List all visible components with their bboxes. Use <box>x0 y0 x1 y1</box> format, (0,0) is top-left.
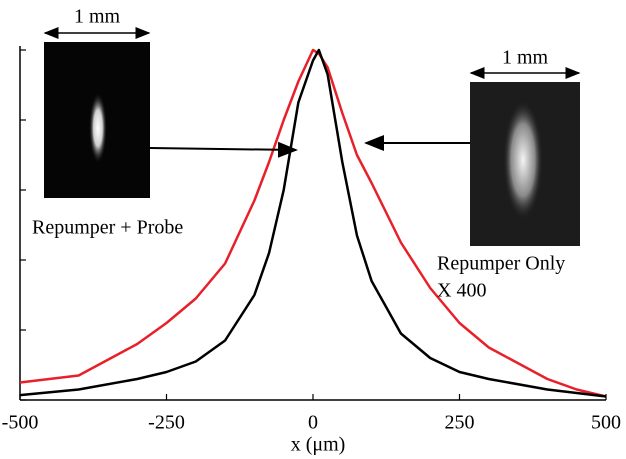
inset-cloud <box>503 100 543 220</box>
scale-label: 1 mm <box>74 6 121 28</box>
plot-area: -500 -250 0 250 500 <box>2 46 621 434</box>
scale-label: 1 mm <box>502 47 549 69</box>
x-tick-label: 0 <box>308 412 318 434</box>
inset-cloud <box>89 92 107 164</box>
annotation: Repumper + Probe <box>32 217 183 239</box>
x-tick-label: -250 <box>148 412 185 434</box>
annotation: Repumper Only <box>437 253 565 275</box>
x-axis-label: x (μm) <box>291 434 346 456</box>
series-line <box>19 48 607 398</box>
x-tick-label: 500 <box>591 412 621 434</box>
x-tick-label: 250 <box>445 412 475 434</box>
x-tick-label: -500 <box>2 412 39 434</box>
annotation: X 400 <box>437 280 486 302</box>
arrow <box>149 141 298 158</box>
